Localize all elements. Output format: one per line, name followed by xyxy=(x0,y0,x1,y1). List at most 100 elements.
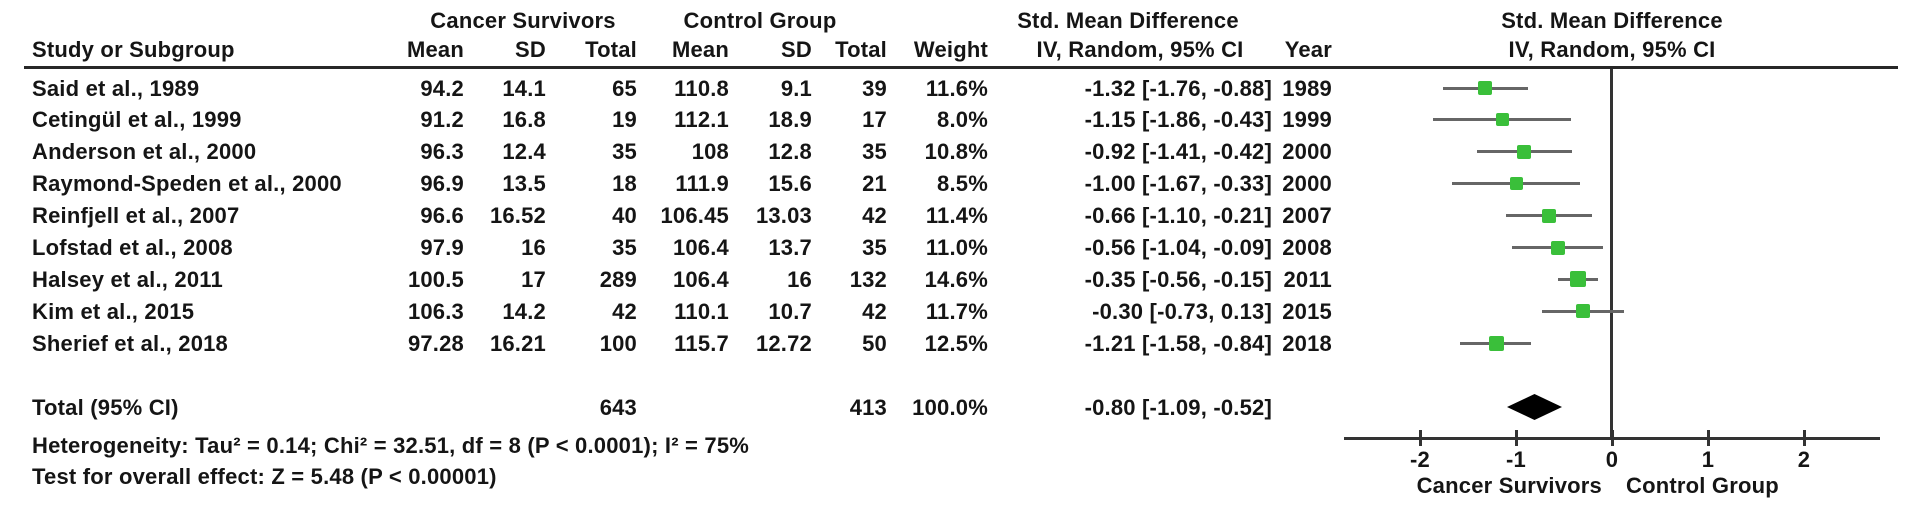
study-row-cs_sd: 14.2 xyxy=(502,299,546,324)
study-row-cs_mean: 97.9 xyxy=(420,235,464,260)
study-row-cs_sd: 14.1 xyxy=(502,76,546,101)
study-row-weight: 12.5% xyxy=(924,331,988,356)
heterogeneity-note: Heterogeneity: Tau² = 0.14; Chi² = 32.51… xyxy=(32,433,750,458)
col-header-ctrl-mean: Mean xyxy=(671,37,729,62)
study-row-cs_sd: 16.21 xyxy=(489,331,546,356)
header-divider-rule xyxy=(24,66,1898,69)
study-row-smd_label: -0.35 [-0.56, -0.15] xyxy=(1084,267,1272,292)
total-row-c_total: 413 xyxy=(849,395,887,420)
axis-tick xyxy=(1803,430,1806,446)
study-row-c_total: 42 xyxy=(862,203,887,228)
study-row-c_sd: 15.6 xyxy=(768,171,812,196)
axis-label-cancer-survivors: Cancer Survivors xyxy=(1416,473,1602,498)
summary-diamond xyxy=(1507,394,1562,420)
study-row-name: Kim et al., 2015 xyxy=(32,299,195,324)
study-row-c_total: 17 xyxy=(862,107,887,132)
study-row-cs_total: 40 xyxy=(612,203,637,228)
study-row-cs_mean: 97.28 xyxy=(407,331,464,356)
study-row-cs_total: 35 xyxy=(612,139,637,164)
total-row-cs_total: 643 xyxy=(599,395,637,420)
study-row-smd_label: -1.00 [-1.67, -0.33] xyxy=(1084,171,1272,196)
axis-tick-label: 0 xyxy=(1605,447,1619,472)
study-row-c_mean: 106.45 xyxy=(660,203,729,228)
study-row-cs_mean: 96.6 xyxy=(420,203,464,228)
study-row-weight: 11.4% xyxy=(925,203,988,228)
study-row-year: 2008 xyxy=(1282,235,1332,260)
study-row-c_total: 50 xyxy=(862,331,887,356)
study-row-c_sd: 10.7 xyxy=(768,299,812,324)
study-row-smd_label: -1.15 [-1.86, -0.43] xyxy=(1084,107,1272,132)
study-row-year: 2011 xyxy=(1283,267,1332,292)
study-row-name: Lofstad et al., 2008 xyxy=(32,235,233,260)
study-row-year: 2000 xyxy=(1282,139,1332,164)
study-row-c_total: 132 xyxy=(849,267,887,292)
study-row-c_sd: 16 xyxy=(787,267,812,292)
study-row-cs_mean: 96.9 xyxy=(420,171,464,196)
study-row-name: Raymond-Speden et al., 2000 xyxy=(32,171,342,196)
effect-marker xyxy=(1496,113,1509,126)
study-row-c_total: 21 xyxy=(862,171,887,196)
study-row-weight: 11.0% xyxy=(925,235,988,260)
study-row-weight: 11.7% xyxy=(925,299,988,324)
axis-tick xyxy=(1707,430,1710,446)
col-header-year: Year xyxy=(1284,37,1332,62)
study-row-c_sd: 18.9 xyxy=(768,107,812,132)
study-row-year: 1999 xyxy=(1282,107,1332,132)
col-header-cs-mean: Mean xyxy=(406,37,464,62)
study-row-cs_sd: 12.4 xyxy=(502,139,546,164)
study-row-name: Said et al., 1989 xyxy=(32,76,200,101)
axis-tick-label: 1 xyxy=(1701,447,1715,472)
study-row-year: 2000 xyxy=(1282,171,1332,196)
study-row-c_mean: 108 xyxy=(691,139,729,164)
study-row-c_sd: 12.8 xyxy=(768,139,812,164)
study-row-name: Cetingül et al., 1999 xyxy=(32,107,242,132)
effect-marker xyxy=(1510,177,1523,190)
effect-marker xyxy=(1478,81,1492,95)
study-row-c_sd: 13.7 xyxy=(768,235,812,260)
study-row-c_mean: 110.1 xyxy=(674,299,729,324)
study-row-cs_mean: 94.2 xyxy=(420,76,464,101)
axis-tick xyxy=(1611,430,1614,446)
study-row-c_mean: 106.4 xyxy=(672,235,729,260)
study-row-c_mean: 110.8 xyxy=(674,76,729,101)
effect-marker xyxy=(1576,304,1590,318)
study-row-cs_sd: 13.5 xyxy=(502,171,546,196)
study-row-c_total: 42 xyxy=(862,299,887,324)
study-row-c_total: 35 xyxy=(862,139,887,164)
study-row-cs_total: 100 xyxy=(599,331,637,356)
study-row-cs_mean: 96.3 xyxy=(420,139,464,164)
study-row-weight: 8.0% xyxy=(937,107,988,132)
study-row-cs_sd: 16.8 xyxy=(502,107,546,132)
col-header-weight: Weight xyxy=(913,37,988,62)
zero-effect-line xyxy=(1610,69,1613,438)
total-row-smd_label: -0.80 [-1.09, -0.52] xyxy=(1084,395,1272,420)
col-header-iv-random-plot: IV, Random, 95% CI xyxy=(1508,37,1716,62)
study-row-year: 2007 xyxy=(1282,203,1332,228)
col-header-cs-total: Total xyxy=(585,37,637,62)
study-row-cs_total: 35 xyxy=(612,235,637,260)
axis-label-control-group: Control Group xyxy=(1626,473,1779,498)
effect-marker xyxy=(1551,241,1565,255)
effect-marker xyxy=(1570,271,1586,287)
study-row-cs_total: 65 xyxy=(612,76,637,101)
col-header-iv-random-table: IV, Random, 95% CI xyxy=(1036,37,1244,62)
axis-tick-label: 2 xyxy=(1797,447,1811,472)
study-row-c_mean: 111.9 xyxy=(675,171,729,196)
col-header-ctrl-sd: SD xyxy=(781,37,812,62)
study-row-cs_total: 19 xyxy=(612,107,637,132)
total-row-label: Total (95% CI) xyxy=(32,395,179,420)
col-header-ctrl-total: Total xyxy=(835,37,887,62)
study-row-c_mean: 106.4 xyxy=(672,267,729,292)
study-row-name: Reinfjell et al., 2007 xyxy=(32,203,240,228)
study-row-cs_sd: 17 xyxy=(521,267,546,292)
axis-tick xyxy=(1515,430,1518,446)
study-row-cs_sd: 16 xyxy=(521,235,546,260)
study-row-cs_mean: 106.3 xyxy=(407,299,464,324)
study-row-c_total: 35 xyxy=(862,235,887,260)
study-row-name: Sherief et al., 2018 xyxy=(32,331,228,356)
study-row-cs_total: 42 xyxy=(612,299,637,324)
group-header-smd-plot: Std. Mean Difference xyxy=(1501,8,1723,33)
axis-tick-label: -1 xyxy=(1506,447,1526,472)
study-row-c_sd: 13.03 xyxy=(755,203,812,228)
